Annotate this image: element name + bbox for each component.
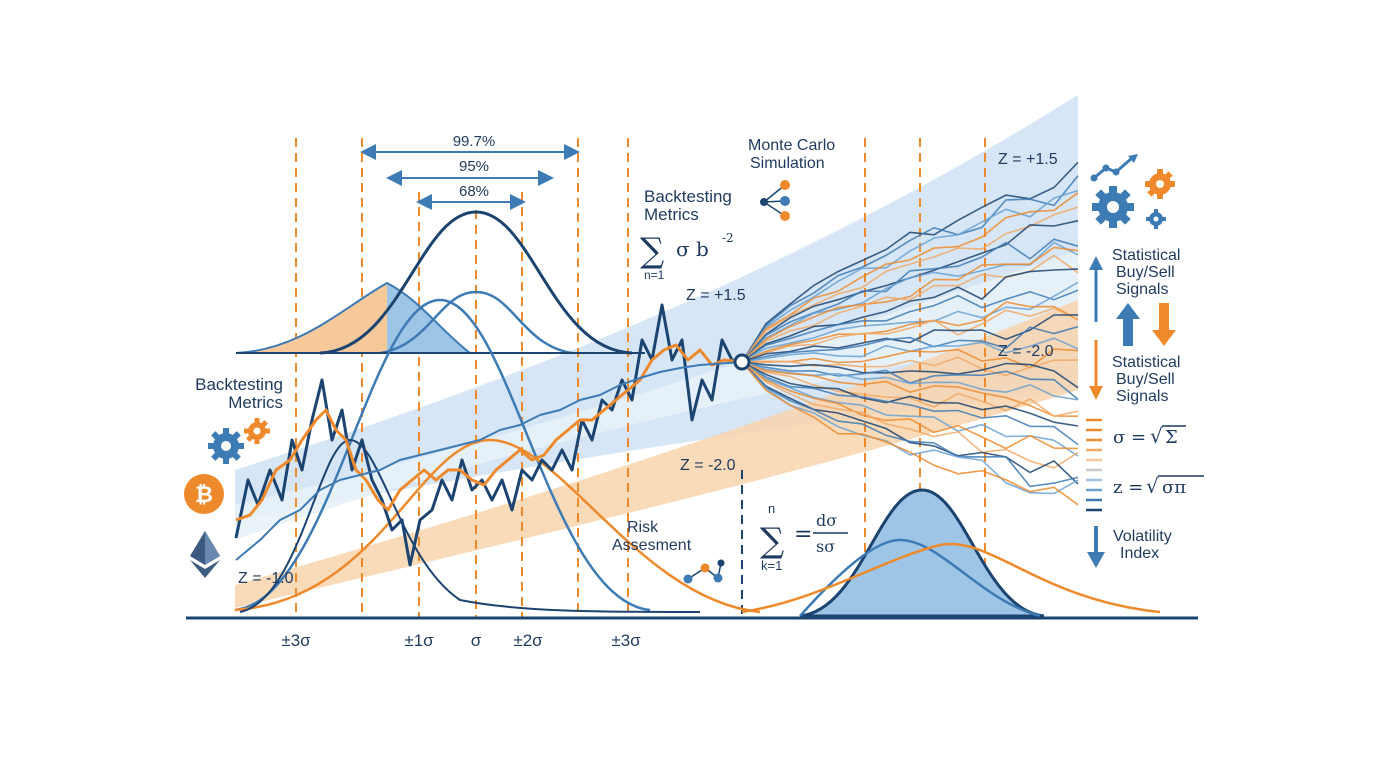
interval-label-95: 95% <box>459 158 489 175</box>
simulation-path <box>741 361 1079 446</box>
monte-carlo-paths <box>741 161 1079 506</box>
z-label-center-lower: Z = -2.0 <box>680 457 736 474</box>
formula-sum-1: σ b <box>676 237 709 261</box>
tick-label-2sigma: ±2σ <box>513 631 543 650</box>
simulation-path <box>741 314 1079 363</box>
backtesting-title-top-1: Backtesting <box>644 187 732 206</box>
z-label-top-right: Z = +1.5 <box>998 151 1058 168</box>
risk-title-1: Risk <box>627 519 659 536</box>
tick-label-1sigma: ±1σ <box>404 631 434 650</box>
price-series <box>234 303 743 567</box>
risk-title-2: Assesment <box>612 537 692 554</box>
simulation-path <box>741 246 1079 363</box>
simulation-path <box>741 361 1079 485</box>
formula-sum-2-den: sσ <box>816 537 835 556</box>
signals-2-line-2: Buy/Sell <box>1116 371 1175 388</box>
interval-arrows <box>360 144 580 210</box>
signals-1-line-1: Statistical <box>1112 247 1180 264</box>
formula-sum-2-eq: = <box>794 522 812 547</box>
monte-carlo-title-1: Monte Carlo <box>748 137 835 154</box>
simulation-path <box>741 361 1079 450</box>
ethereum-icon <box>190 531 220 578</box>
sum-symbol-1: ∑ <box>640 231 664 271</box>
interval-label-68: 68% <box>459 183 489 200</box>
signals-1-line-2: Buy/Sell <box>1116 264 1175 281</box>
simulation-path <box>741 361 1079 488</box>
formula-sum-1-index: n=1 <box>644 268 665 282</box>
volatility-title-2: Index <box>1120 545 1159 562</box>
signal-arrows-upper <box>1089 256 1103 322</box>
sigma-guide-lines <box>295 138 986 618</box>
lower-confidence-band <box>235 300 1078 608</box>
arrow-down-icon <box>1152 303 1176 346</box>
formula-sum-2-num: dσ <box>816 511 837 530</box>
simulation-path <box>741 161 1079 363</box>
backtesting-title-top-2: Metrics <box>644 205 699 224</box>
z-label-left: Z = -1.0 <box>238 570 294 587</box>
signals-1-line-3: Signals <box>1116 281 1168 298</box>
monte-carlo-title-2: Simulation <box>750 155 825 172</box>
simulation-path <box>741 238 1079 363</box>
legend-dash-stripes <box>1086 418 1102 512</box>
z-formula-radicand: σπ <box>1162 477 1186 498</box>
formula-sum-1-exp: -2 <box>722 231 734 245</box>
simulation-path <box>741 289 1079 363</box>
network-icon <box>760 180 790 221</box>
simulation-path <box>741 307 1079 363</box>
arrow-up-icon <box>1116 303 1140 346</box>
simulation-path <box>741 356 1079 377</box>
backtesting-title-left-2: Metrics <box>228 393 283 412</box>
simulation-path <box>741 361 1079 495</box>
tick-label-sigma: σ <box>471 631 482 650</box>
simulation-path <box>741 192 1079 363</box>
simulation-path <box>741 361 1079 427</box>
simulation-path <box>741 281 1079 363</box>
simulation-path <box>741 361 1079 506</box>
z-label-right-lower: Z = -2.0 <box>998 343 1054 360</box>
simulation-origin-node <box>733 353 751 371</box>
sigma-formula-radicand: Σ <box>1165 427 1178 448</box>
trend-gears-icon <box>1090 154 1175 229</box>
signals-2-line-3: Signals <box>1116 388 1168 405</box>
simulation-path <box>741 301 1079 363</box>
simulation-path <box>741 325 1079 363</box>
simulation-path <box>741 361 1079 389</box>
simulation-path <box>741 361 1079 457</box>
z-formula: z = <box>1113 477 1143 498</box>
bitcoin-icon: ₿ <box>184 474 224 514</box>
gears-icon <box>208 418 270 464</box>
volatility-title-1: Volatility <box>1113 528 1172 545</box>
lower-bell-curves <box>234 298 1161 618</box>
simulation-path <box>741 361 1079 418</box>
simulation-path <box>741 206 1079 363</box>
signal-arrows-lower <box>1089 340 1103 400</box>
backtesting-title-left-1: Backtesting <box>195 375 283 394</box>
simulation-path <box>741 268 1079 363</box>
svg-text:₿: ₿ <box>195 483 213 508</box>
sum-symbol-2: ∑ <box>760 521 784 561</box>
tick-label-pos3: ±3σ <box>611 631 641 650</box>
z-label-mid: Z = +1.5 <box>686 287 746 304</box>
formula-sum-2-top: n <box>768 501 775 516</box>
simulation-path <box>741 175 1079 363</box>
sigma-formula: σ = <box>1113 427 1146 448</box>
formula-sum-2-index: k=1 <box>761 558 782 573</box>
tick-label-neg3: ±3σ <box>281 631 311 650</box>
simulation-path <box>741 361 1079 469</box>
volatility-arrow <box>1087 526 1105 568</box>
signals-2-line-1: Statistical <box>1112 354 1180 371</box>
z-formula-root: √ <box>1146 474 1159 498</box>
risk-network-icon <box>683 559 725 584</box>
sigma-formula-root: √ <box>1150 424 1163 448</box>
top-normal-distribution <box>235 210 645 355</box>
interval-label-99-7: 99.7% <box>453 133 496 150</box>
inner-confidence-band <box>235 250 1078 540</box>
